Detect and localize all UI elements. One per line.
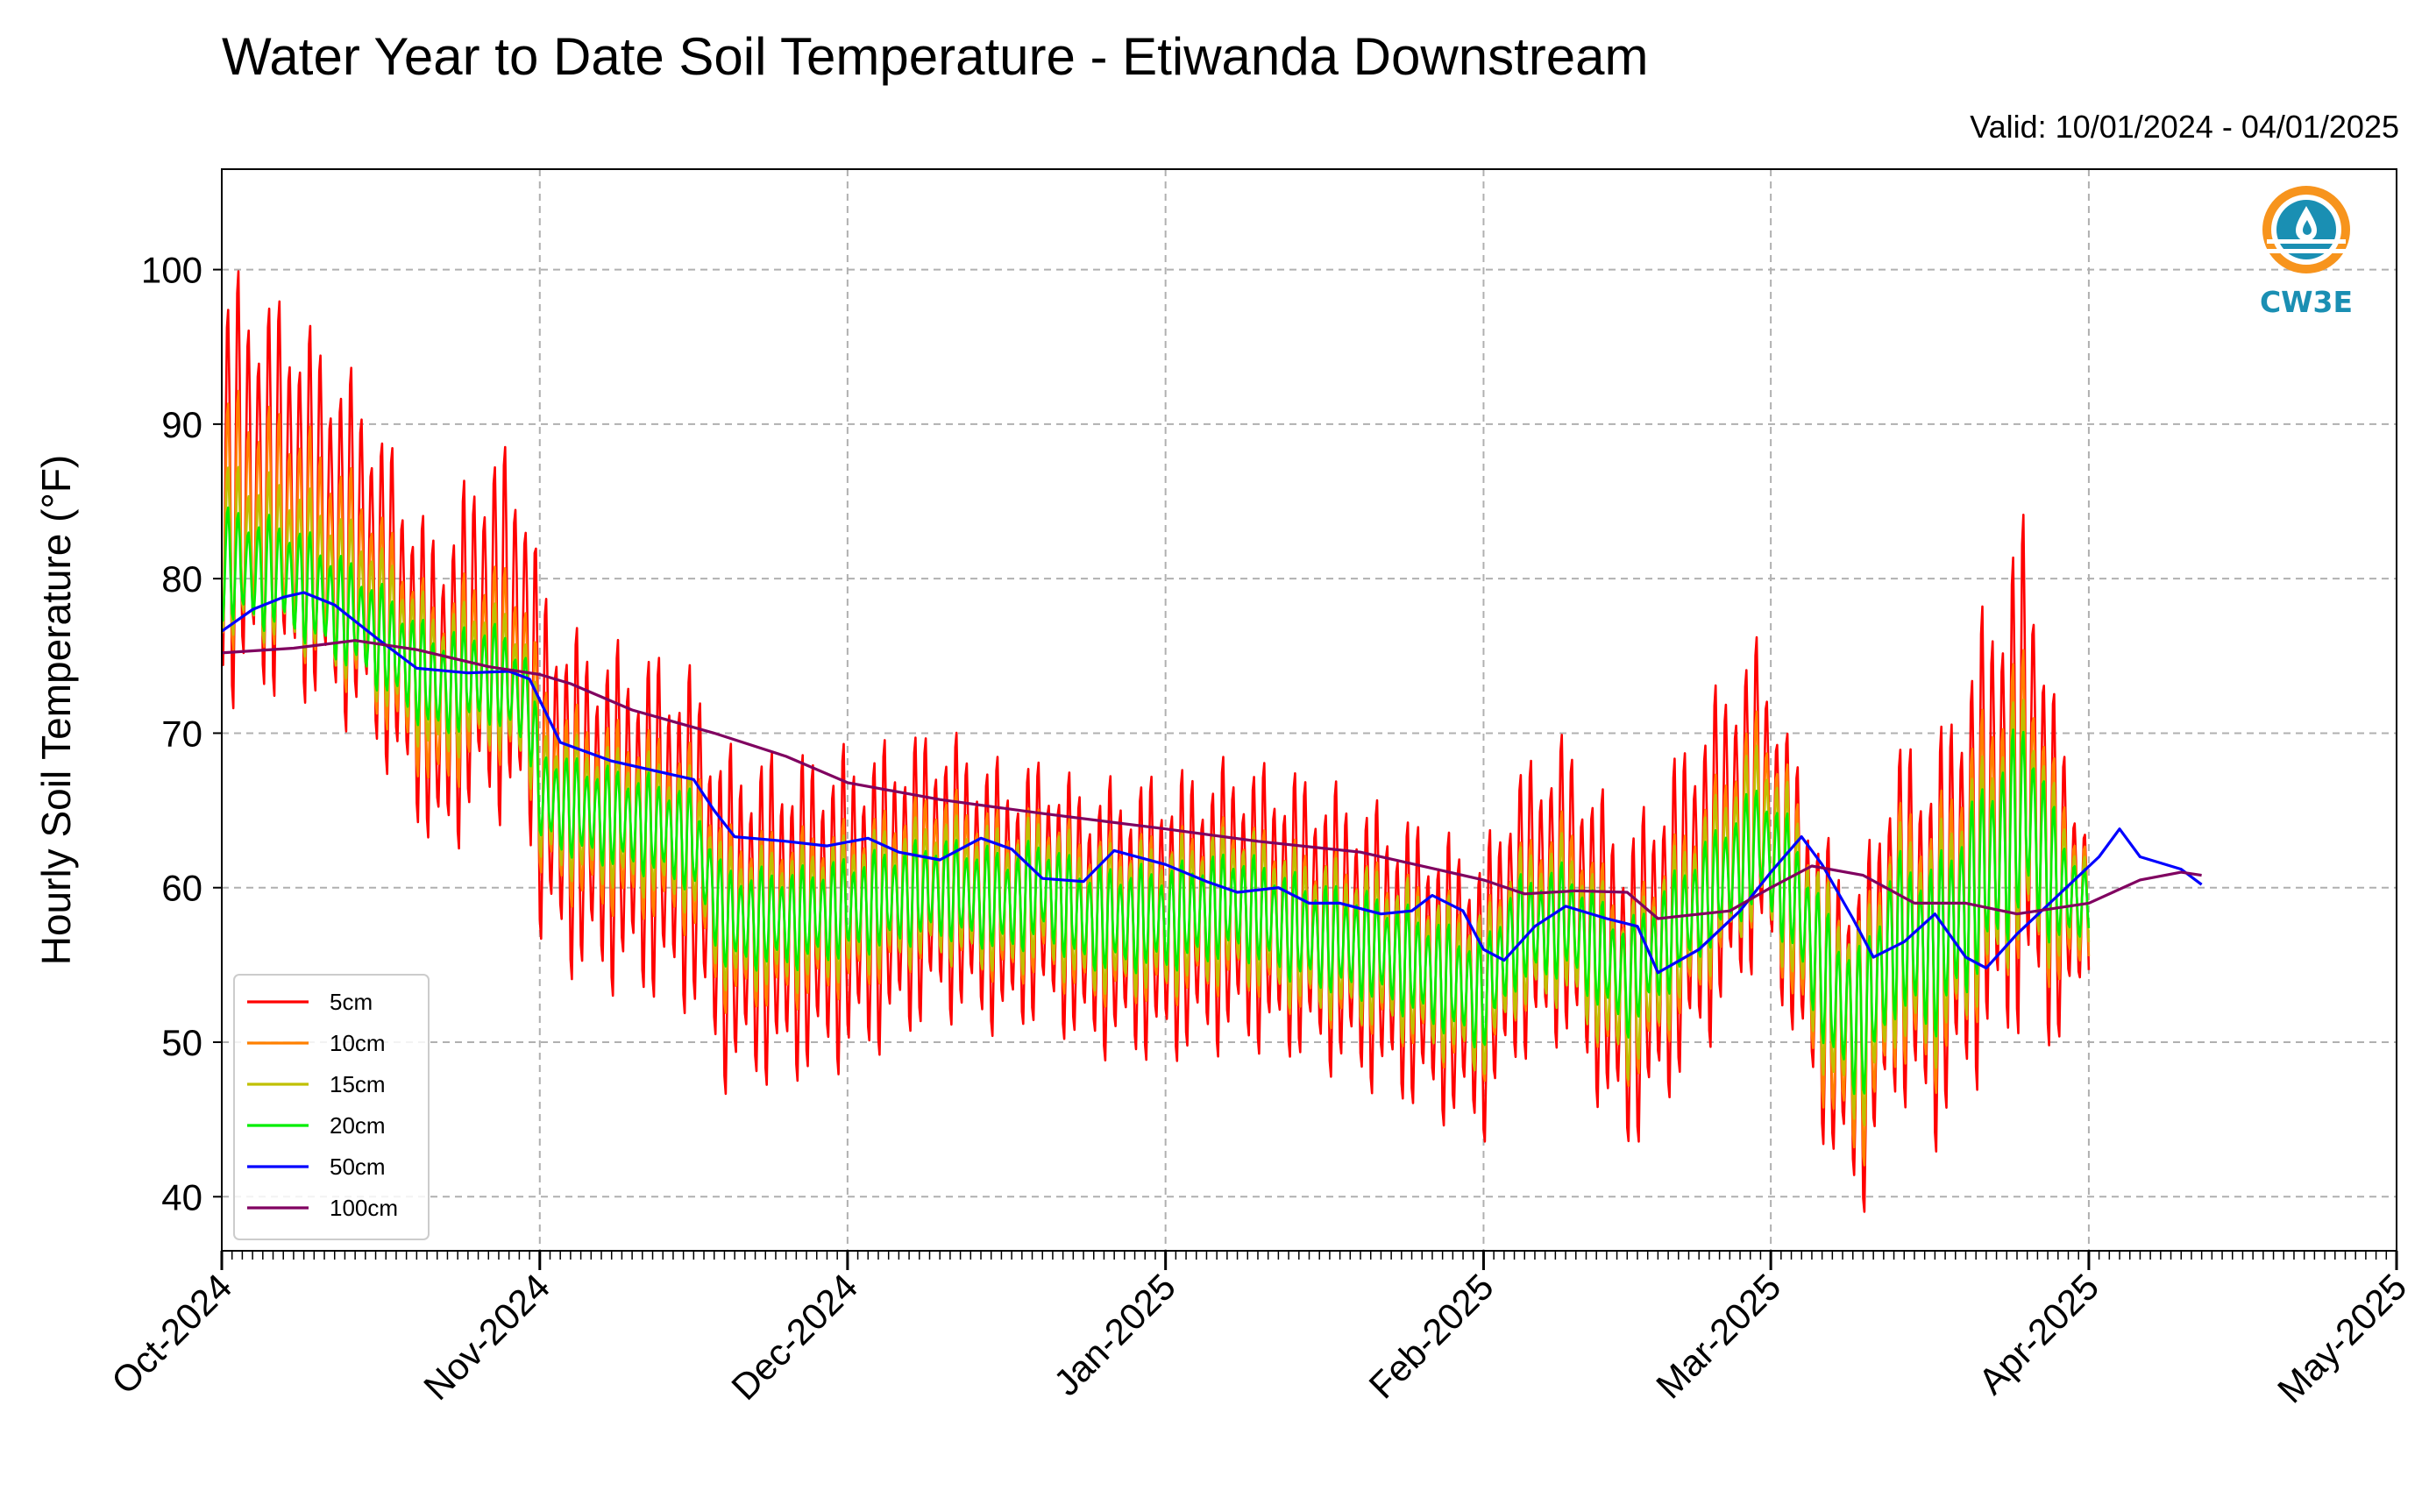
y-tick-label: 50 [161, 1022, 202, 1063]
series-line-10cm [222, 389, 2091, 1167]
minor-tick-layer [221, 1251, 2397, 1260]
legend-label-10cm: 10cm [330, 1030, 386, 1056]
legend-frame [233, 974, 430, 1240]
x-axis-ticks: Oct-2024 Nov-2024 Dec-2024 Jan-2025 Feb-2025… [103, 1251, 2414, 1410]
legend-label-20cm: 20cm [330, 1112, 386, 1139]
x-tick-label: Dec-2024 [723, 1266, 865, 1408]
x-tick-label: Apr-2025 [1971, 1266, 2106, 1402]
y-tick-label: 90 [161, 404, 202, 445]
x-tick-label: Oct-2024 [103, 1266, 239, 1402]
series-line-100cm [222, 639, 2202, 920]
series-layer [222, 270, 2203, 1213]
legend-label-5cm: 5cm [330, 989, 373, 1015]
x-tick-label: Feb-2025 [1360, 1266, 1501, 1406]
legend-label-100cm: 100cm [330, 1195, 398, 1221]
logo-emblem-icon [2262, 186, 2350, 273]
y-tick-label: 80 [161, 558, 202, 600]
y-tick-label: 60 [161, 868, 202, 909]
logo-text: CW3E [2259, 285, 2354, 319]
series-line-20cm [222, 506, 2091, 1096]
x-tick-label: Jan-2025 [1046, 1266, 1183, 1403]
series-line-50cm [222, 591, 2203, 975]
x-tick-label: May-2025 [2269, 1266, 2414, 1410]
y-axis-ticks: 40 50 60 70 80 90 100 [141, 250, 222, 1217]
x-tick-label: Mar-2025 [1648, 1266, 1788, 1406]
legend-label-50cm: 50cm [330, 1154, 386, 1180]
y-tick-label: 40 [161, 1176, 202, 1217]
legend: 5cm 10cm 15cm 20cm 50cm 100cm [233, 974, 430, 1240]
series-line-5cm [222, 270, 2091, 1213]
y-tick-label: 100 [141, 250, 202, 291]
chart-title: Water Year to Date Soil Temperature - Et… [222, 27, 1649, 86]
y-tick-label: 70 [161, 713, 202, 754]
legend-label-15cm: 15cm [330, 1071, 386, 1097]
y-axis-label: Hourly Soil Temperature (°F) [33, 455, 79, 966]
chart-subtitle: Valid: 10/01/2024 - 04/01/2025 [1970, 109, 2399, 145]
x-tick-label: Nov-2024 [415, 1266, 558, 1408]
cw3e-logo: CW3E [2249, 180, 2363, 329]
